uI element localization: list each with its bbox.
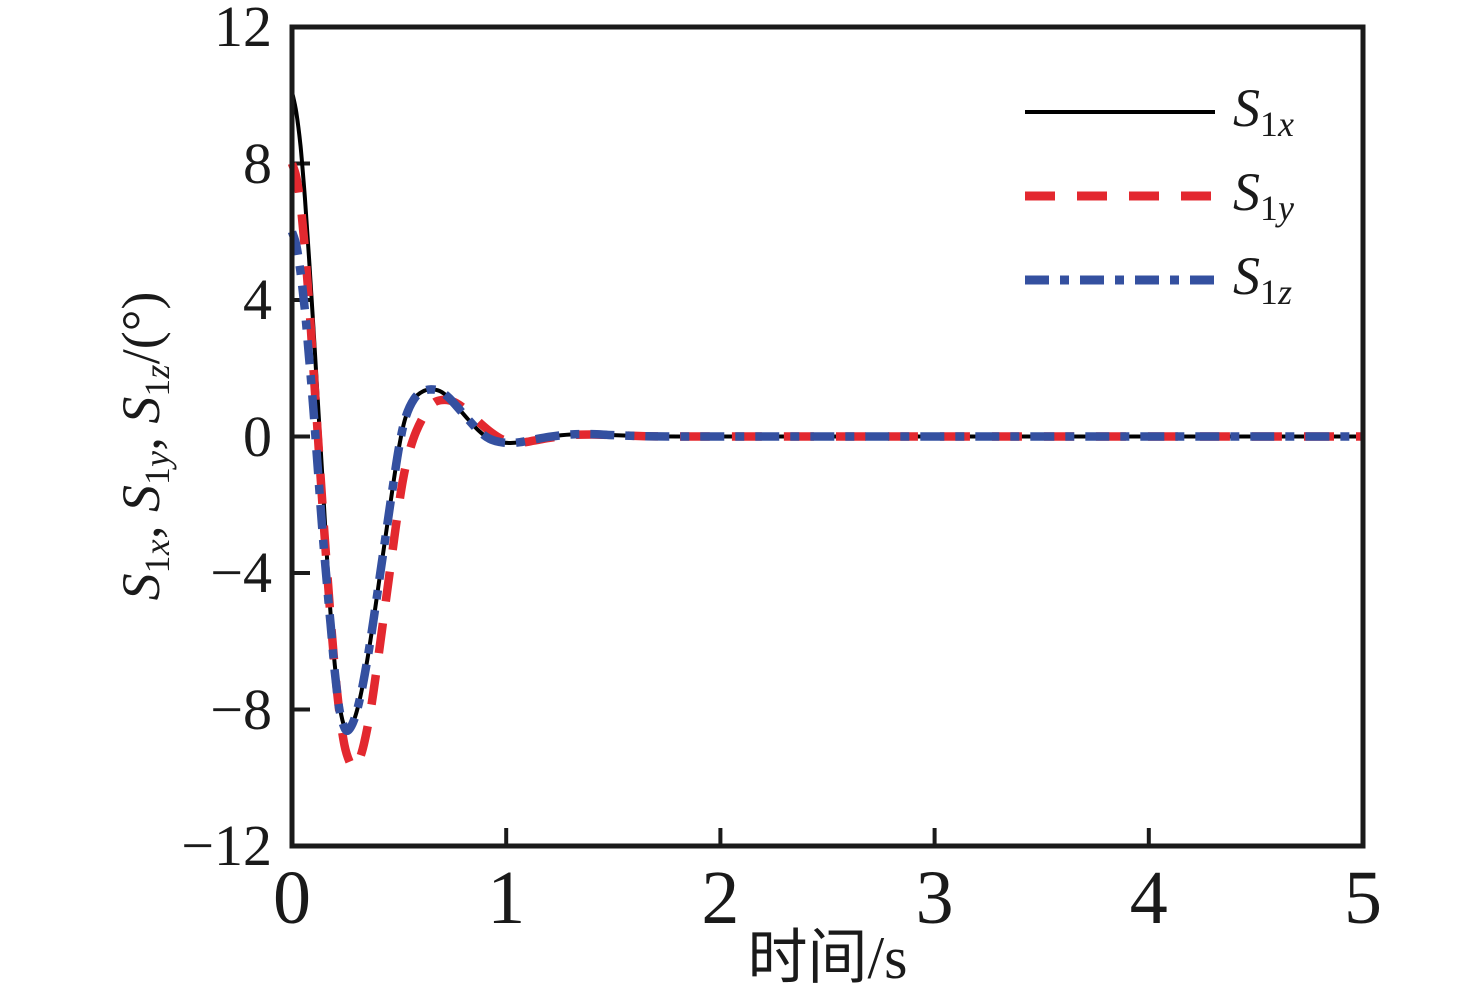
legend-label-S1y: S1y <box>1233 162 1295 229</box>
y-tick-label: 8 <box>243 130 272 196</box>
x-tick-label: 1 <box>487 856 526 940</box>
y-tick-label: 0 <box>243 403 272 469</box>
y-axis-label: S1x, S1y, S1z/(°) <box>111 291 178 600</box>
legend-item-S1z: S1z <box>1025 238 1294 322</box>
y-tick-label: 12 <box>214 0 272 59</box>
x-tick-label: 0 <box>273 856 311 940</box>
legend-line-swatch-S1x <box>1025 110 1215 114</box>
legend-item-S1y: S1y <box>1025 154 1294 238</box>
legend: S1x S1y S1z <box>1025 70 1294 322</box>
legend-item-S1x: S1x <box>1025 70 1294 154</box>
x-tick-label: 3 <box>915 856 954 940</box>
legend-line-swatch-S1y <box>1025 191 1215 201</box>
axes-box <box>289 24 1366 849</box>
x-tick-label: 2 <box>701 856 740 940</box>
y-tick-label: −4 <box>210 540 272 605</box>
x-axis-label: 时间/s <box>747 925 908 991</box>
x-tick-label: 5 <box>1344 856 1382 940</box>
y-tick-label: −8 <box>210 676 272 742</box>
x-tick-label: 4 <box>1129 856 1168 940</box>
series-line-S1z <box>287 230 1363 735</box>
legend-label-S1x: S1x <box>1233 78 1295 145</box>
legend-label-S1z: S1z <box>1233 246 1293 313</box>
y-tick-label: −12 <box>181 813 272 878</box>
legend-line-swatch-S1z <box>1025 275 1215 285</box>
y-tick-label: 4 <box>243 267 272 332</box>
